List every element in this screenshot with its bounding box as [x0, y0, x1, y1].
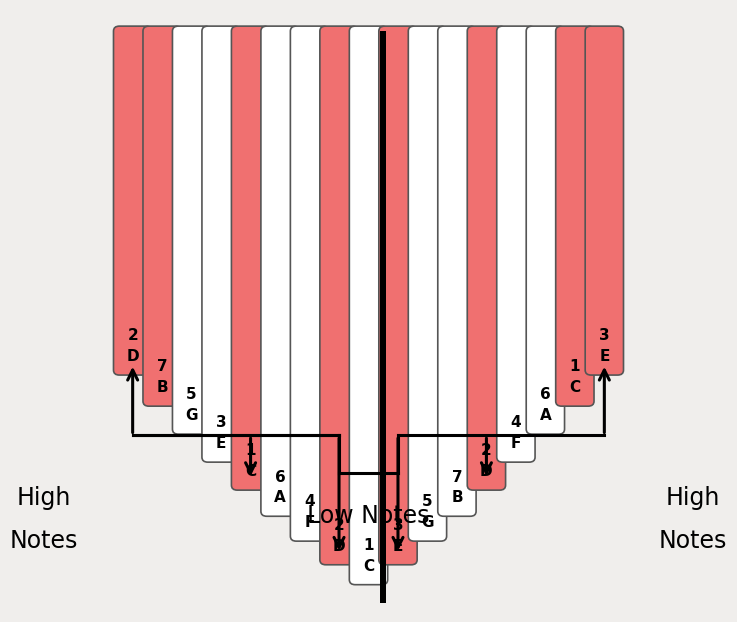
Text: 1: 1: [245, 443, 256, 458]
Text: E: E: [216, 436, 226, 451]
Text: C: C: [569, 380, 581, 395]
FancyBboxPatch shape: [290, 26, 329, 541]
FancyBboxPatch shape: [585, 26, 624, 375]
Text: D: D: [332, 539, 346, 554]
Text: 1: 1: [570, 360, 580, 374]
Text: E: E: [599, 349, 609, 364]
Text: G: G: [186, 408, 198, 423]
Text: High: High: [666, 486, 720, 509]
Text: 7: 7: [452, 470, 462, 485]
Text: A: A: [274, 490, 286, 505]
Text: D: D: [126, 349, 139, 364]
FancyBboxPatch shape: [261, 26, 299, 516]
Text: 2: 2: [334, 518, 344, 533]
Text: 2: 2: [128, 328, 138, 343]
Text: E: E: [393, 539, 403, 554]
Text: Notes: Notes: [10, 529, 78, 553]
Text: 5: 5: [186, 388, 197, 402]
FancyBboxPatch shape: [202, 26, 240, 462]
FancyBboxPatch shape: [467, 26, 506, 490]
Text: 4: 4: [304, 494, 315, 509]
FancyBboxPatch shape: [526, 26, 565, 434]
Text: 2: 2: [481, 443, 492, 458]
FancyBboxPatch shape: [497, 26, 535, 462]
Text: B: B: [451, 490, 463, 505]
Text: D: D: [480, 464, 493, 479]
Text: 3: 3: [599, 328, 609, 343]
FancyBboxPatch shape: [438, 26, 476, 516]
Text: 5: 5: [422, 494, 433, 509]
Text: F: F: [304, 515, 315, 530]
Bar: [380, 31, 386, 603]
FancyBboxPatch shape: [113, 26, 152, 375]
FancyBboxPatch shape: [349, 26, 388, 585]
FancyBboxPatch shape: [379, 26, 417, 565]
Text: 6: 6: [275, 470, 285, 485]
FancyBboxPatch shape: [172, 26, 211, 434]
FancyBboxPatch shape: [320, 26, 358, 565]
Text: C: C: [245, 464, 256, 479]
FancyBboxPatch shape: [556, 26, 594, 406]
Text: F: F: [511, 436, 521, 451]
Text: Notes: Notes: [659, 529, 727, 553]
Text: 3: 3: [393, 518, 403, 533]
Text: Low Notes: Low Notes: [307, 504, 430, 528]
Text: C: C: [363, 559, 374, 573]
Text: G: G: [422, 515, 433, 530]
Text: 6: 6: [540, 388, 551, 402]
Text: 4: 4: [511, 415, 521, 430]
FancyBboxPatch shape: [408, 26, 447, 541]
FancyBboxPatch shape: [143, 26, 181, 406]
Text: A: A: [539, 408, 551, 423]
Text: 3: 3: [216, 415, 226, 430]
Text: 7: 7: [157, 360, 167, 374]
FancyBboxPatch shape: [231, 26, 270, 490]
Text: B: B: [156, 380, 168, 395]
Text: High: High: [17, 486, 71, 509]
Text: 1: 1: [363, 538, 374, 553]
